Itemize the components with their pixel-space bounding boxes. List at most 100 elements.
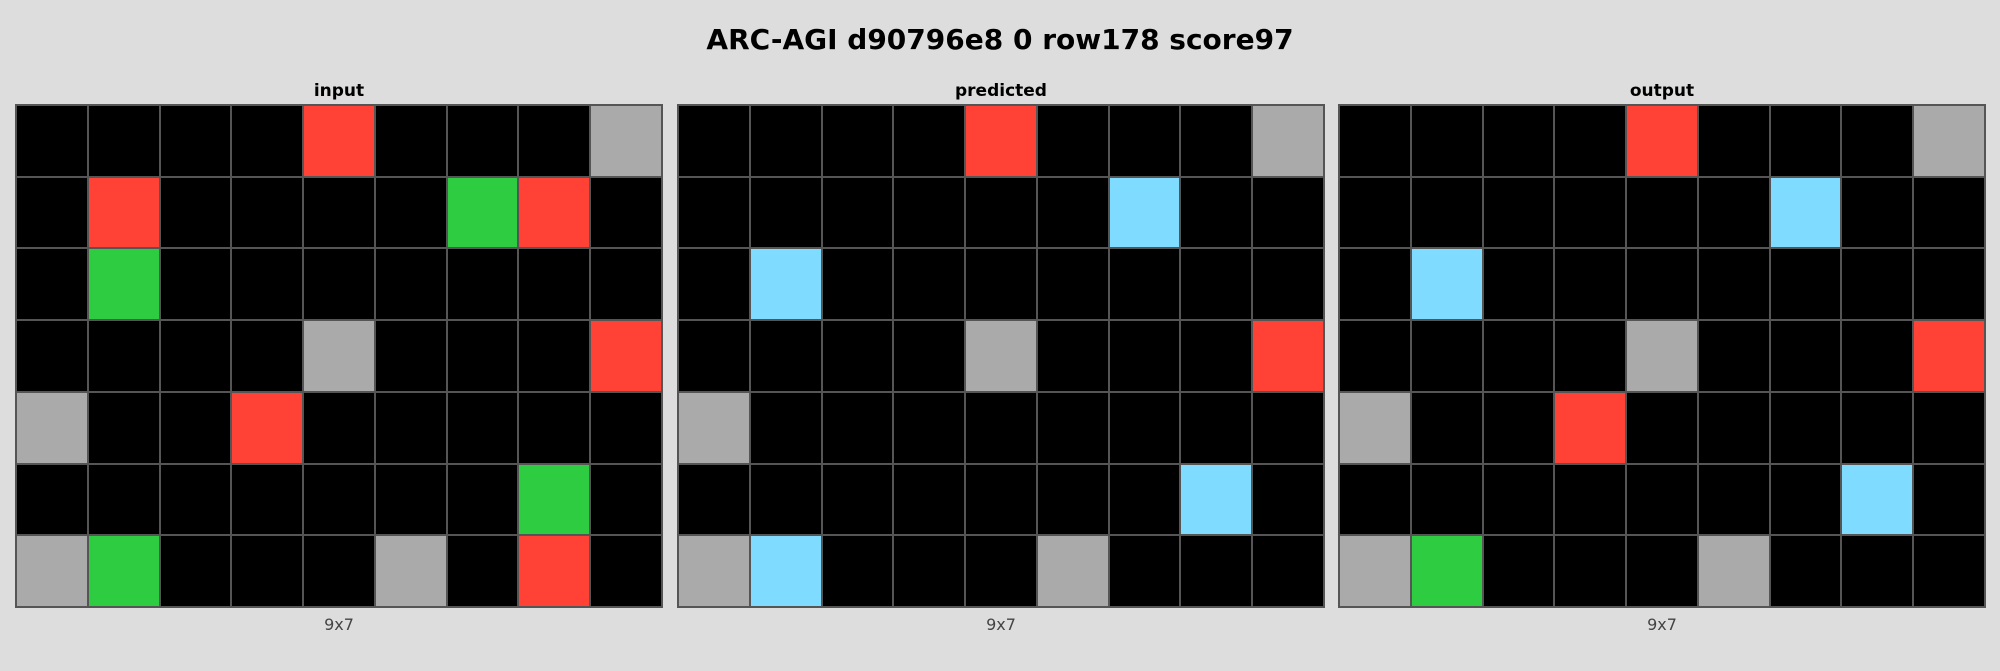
- grid-cell: [1626, 105, 1698, 177]
- grid-cell: [1913, 176, 1985, 249]
- grid-cell: [231, 391, 304, 464]
- grid-cell: [1554, 248, 1627, 321]
- grid-cell: [1769, 176, 1842, 249]
- grid-cell: [1626, 248, 1698, 321]
- grid-cell: [231, 320, 304, 392]
- grid-cell: [1036, 463, 1109, 536]
- grid-cell: [893, 535, 966, 607]
- grid-cell: [1913, 391, 1985, 464]
- grid-cell: [1554, 463, 1627, 536]
- grid-cell: [1410, 463, 1483, 536]
- grid-cell: [1482, 176, 1555, 249]
- grid-cell: [1036, 320, 1109, 392]
- output-panel: output 9x7: [1338, 78, 1986, 636]
- grid-cell: [159, 248, 232, 321]
- grid-cell: [87, 320, 160, 392]
- grid-cell: [374, 248, 447, 321]
- grid-cell: [231, 535, 304, 607]
- grid-cell: [1482, 320, 1555, 392]
- grid-cell: [1913, 320, 1985, 392]
- grid-cell: [893, 105, 966, 177]
- grid-cell: [821, 105, 894, 177]
- grid-cell: [1913, 105, 1985, 177]
- grid-cell: [965, 248, 1037, 321]
- grid-cell: [159, 105, 232, 177]
- grid-cell: [518, 535, 591, 607]
- grid-cell: [1036, 248, 1109, 321]
- grid-cell: [446, 535, 519, 607]
- grid-cell: [1180, 391, 1253, 464]
- grid-cell: [303, 248, 375, 321]
- grid-cell: [1252, 463, 1324, 536]
- grid-cell: [821, 248, 894, 321]
- grid-cell: [1841, 105, 1914, 177]
- grid-cell: [678, 105, 750, 177]
- grid-cell: [749, 391, 822, 464]
- grid-cell: [518, 105, 591, 177]
- grid-cell: [16, 105, 88, 177]
- grid-cell: [1410, 320, 1483, 392]
- grid-dimensions: 9x7: [986, 615, 1016, 634]
- grid-cell: [1913, 535, 1985, 607]
- input-panel: input 9x7: [15, 78, 663, 636]
- grid-cell: [1697, 463, 1770, 536]
- grid-cell: [159, 320, 232, 392]
- grid-cell: [893, 176, 966, 249]
- grid-cell: [303, 176, 375, 249]
- grid-cell: [159, 463, 232, 536]
- grid-cell: [1180, 320, 1253, 392]
- grid-cell: [1252, 248, 1324, 321]
- grid-cell: [1769, 391, 1842, 464]
- grid-cell: [446, 105, 519, 177]
- grid-cell: [446, 463, 519, 536]
- grid-cell: [1841, 320, 1914, 392]
- grid-cell: [1252, 535, 1324, 607]
- grid-cell: [749, 535, 822, 607]
- grid-cell: [1036, 391, 1109, 464]
- grid-cell: [1410, 176, 1483, 249]
- grid-cell: [1180, 176, 1253, 249]
- grid-cell: [518, 248, 591, 321]
- grid-cell: [965, 463, 1037, 536]
- grid-cell: [1626, 463, 1698, 536]
- grid-cell: [1697, 535, 1770, 607]
- grid-cell: [16, 463, 88, 536]
- grid-dimensions: 9x7: [1647, 615, 1677, 634]
- grid-cell: [749, 248, 822, 321]
- grid-cell: [965, 391, 1037, 464]
- figure-title: ARC-AGI d90796e8 0 row178 score97: [706, 23, 1294, 56]
- grid-cell: [678, 176, 750, 249]
- grid-cell: [1697, 248, 1770, 321]
- grid-cell: [678, 320, 750, 392]
- grid-cell: [1697, 320, 1770, 392]
- grid-cell: [965, 320, 1037, 392]
- grid-cell: [1252, 176, 1324, 249]
- grid-cell: [1339, 535, 1411, 607]
- grid-cell: [16, 391, 88, 464]
- grid-cell: [1339, 391, 1411, 464]
- panel-label: predicted: [955, 81, 1047, 101]
- grid-cell: [1626, 320, 1698, 392]
- grid-cell: [1410, 105, 1483, 177]
- grid-cell: [1036, 176, 1109, 249]
- grid-cell: [1410, 248, 1483, 321]
- grid-cell: [1036, 535, 1109, 607]
- grid-cell: [303, 391, 375, 464]
- grid-cell: [231, 248, 304, 321]
- grid-cell: [303, 105, 375, 177]
- grid-cell: [303, 320, 375, 392]
- grid-cell: [590, 248, 662, 321]
- grid-cell: [749, 105, 822, 177]
- grid-cell: [893, 320, 966, 392]
- grid-cell: [231, 105, 304, 177]
- grid-cell: [1180, 248, 1253, 321]
- grid-cell: [1339, 105, 1411, 177]
- grid-cell: [446, 320, 519, 392]
- grid-dimensions: 9x7: [324, 615, 354, 634]
- grid-cell: [1554, 391, 1627, 464]
- grid-cell: [374, 105, 447, 177]
- grid-cell: [590, 463, 662, 536]
- grid-cell: [1626, 176, 1698, 249]
- grid-cell: [1339, 176, 1411, 249]
- grid-cell: [518, 320, 591, 392]
